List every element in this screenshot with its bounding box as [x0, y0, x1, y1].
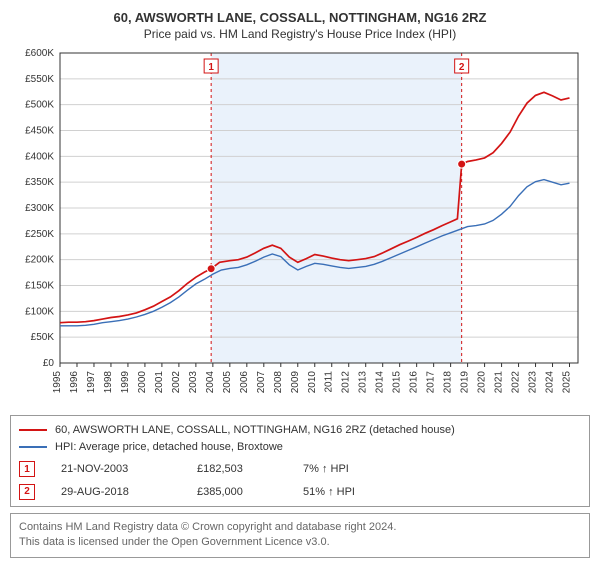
sale-date: 29-AUG-2018 [61, 484, 171, 501]
legend-box: 60, AWSWORTH LANE, COSSALL, NOTTINGHAM, … [10, 415, 590, 507]
chart-area: £0 £50K £100K £150K £200K £250K £300K £350K £400… [10, 47, 590, 407]
sale-row: 2 29-AUG-2018 £385,000 51% ↑ HPI [19, 484, 581, 501]
svg-text:£450K: £450K [25, 126, 54, 137]
sale-price: £182,503 [197, 461, 277, 478]
svg-text:£0: £0 [43, 358, 55, 369]
svg-text:2018: 2018 [443, 371, 454, 394]
sale-price: £385,000 [197, 484, 277, 501]
legend-row: HPI: Average price, detached house, Brox… [19, 439, 581, 456]
svg-text:£200K: £200K [25, 255, 54, 266]
sale-pct: 51% ↑ HPI [303, 484, 355, 501]
svg-text:2009: 2009 [290, 371, 301, 394]
sale-pct: 7% ↑ HPI [303, 461, 349, 478]
svg-text:£150K: £150K [25, 281, 54, 292]
svg-text:2002: 2002 [171, 371, 182, 394]
sale-marker-box: 2 [19, 484, 35, 500]
svg-text:1997: 1997 [86, 371, 97, 394]
svg-text:2023: 2023 [528, 371, 539, 394]
svg-text:2017: 2017 [426, 371, 437, 394]
svg-text:£400K: £400K [25, 151, 54, 162]
legend-label: HPI: Average price, detached house, Brox… [55, 439, 283, 456]
sale-marker-box: 1 [19, 461, 35, 477]
svg-text:£50K: £50K [31, 332, 55, 343]
svg-text:1999: 1999 [120, 371, 131, 394]
svg-text:2007: 2007 [256, 371, 267, 394]
svg-text:2019: 2019 [460, 371, 471, 394]
svg-text:2010: 2010 [307, 371, 318, 394]
svg-text:£300K: £300K [25, 203, 54, 214]
legend-swatch [19, 446, 47, 448]
svg-text:£100K: £100K [25, 306, 54, 317]
svg-text:1995: 1995 [52, 371, 63, 394]
footer-line-1: Contains HM Land Registry data © Crown c… [19, 520, 581, 535]
sale-date: 21-NOV-2003 [61, 461, 171, 478]
svg-text:2006: 2006 [239, 371, 250, 394]
sale-row: 1 21-NOV-2003 £182,503 7% ↑ HPI [19, 461, 581, 478]
svg-text:2025: 2025 [562, 371, 573, 394]
svg-text:2012: 2012 [341, 371, 352, 394]
svg-text:2015: 2015 [392, 371, 403, 394]
svg-text:2003: 2003 [188, 371, 199, 394]
svg-text:2021: 2021 [494, 371, 505, 394]
svg-text:£250K: £250K [25, 229, 54, 240]
legend-row: 60, AWSWORTH LANE, COSSALL, NOTTINGHAM, … [19, 422, 581, 439]
svg-text:2016: 2016 [409, 371, 420, 394]
legend-swatch [19, 429, 47, 431]
svg-text:£550K: £550K [25, 74, 54, 85]
svg-text:£350K: £350K [25, 177, 54, 188]
svg-text:£500K: £500K [25, 100, 54, 111]
svg-text:2004: 2004 [205, 371, 216, 394]
svg-text:2011: 2011 [324, 371, 335, 393]
svg-text:2008: 2008 [273, 371, 284, 394]
svg-text:1998: 1998 [103, 371, 114, 394]
svg-text:£600K: £600K [25, 48, 54, 59]
svg-text:1996: 1996 [69, 371, 80, 394]
footer-line-2: This data is licensed under the Open Gov… [19, 535, 581, 550]
svg-text:2005: 2005 [222, 371, 233, 394]
svg-text:2013: 2013 [358, 371, 369, 394]
svg-text:1: 1 [208, 62, 214, 73]
svg-text:2022: 2022 [511, 371, 522, 394]
svg-text:2001: 2001 [154, 371, 165, 394]
svg-text:2014: 2014 [375, 371, 386, 394]
svg-text:2: 2 [459, 62, 465, 73]
legend-label: 60, AWSWORTH LANE, COSSALL, NOTTINGHAM, … [55, 422, 455, 439]
footer-box: Contains HM Land Registry data © Crown c… [10, 513, 590, 558]
chart-title-2: Price paid vs. HM Land Registry's House … [10, 27, 590, 41]
svg-text:2020: 2020 [477, 371, 488, 394]
line-chart-svg: £0 £50K £100K £150K £200K £250K £300K £350K £400… [10, 47, 590, 407]
svg-text:2024: 2024 [545, 371, 556, 394]
chart-title-1: 60, AWSWORTH LANE, COSSALL, NOTTINGHAM, … [10, 10, 590, 25]
svg-text:2000: 2000 [137, 371, 148, 394]
